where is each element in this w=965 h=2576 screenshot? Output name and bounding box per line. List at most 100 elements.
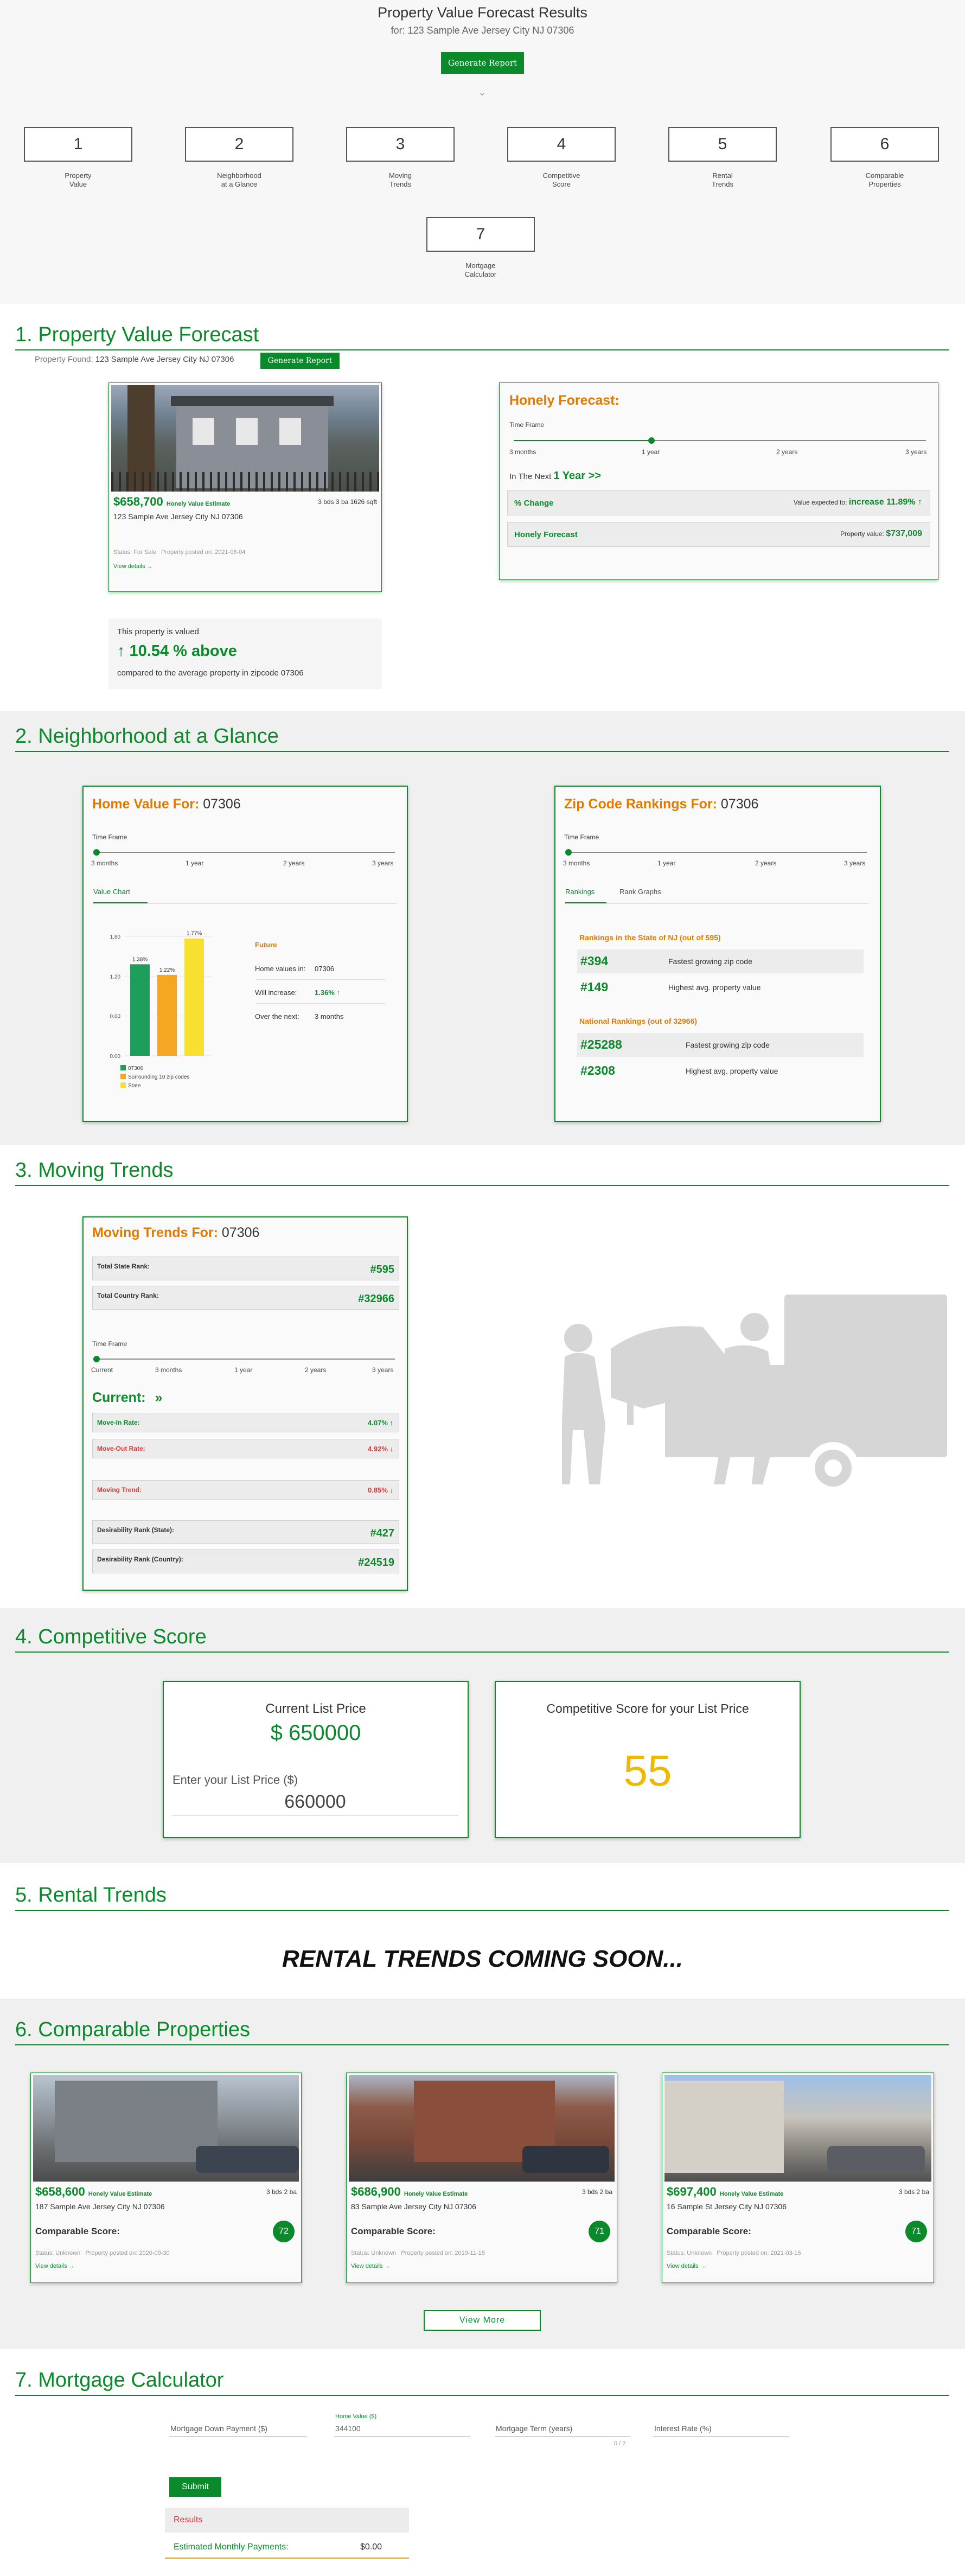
rank-row: #149 Highest avg. property value [577,975,864,999]
moving-trends-card: Moving Trends For: 07306 Total State Ran… [82,1216,408,1591]
rank-value: #394 [580,954,609,968]
timeframe-slider-track[interactable] [568,852,867,853]
submit-button[interactable]: Submit [169,2477,221,2497]
tick-label: 3 years [905,448,927,456]
competitive-score-card: Competitive Score for your List Price 55 [495,1681,801,1838]
forecast-card: Honely Forecast: Time Frame 3 months 1 y… [499,382,938,580]
state-rank-heading: Rankings in the State of NJ (out of 595) [579,933,721,942]
nav-label-line: Neighborhood [217,171,261,180]
comp-score-label: Comparable Score: [35,2226,120,2236]
comp-score-badge: 72 [273,2221,295,2242]
change-value: increase 11.89% ↑ [848,498,922,507]
estimate-label: Honely Value Estimate [404,2191,468,2197]
legend-swatch [120,1082,126,1088]
view-more-button[interactable]: View More [424,2310,541,2331]
timeframe-slider-track[interactable] [514,440,926,441]
term-counter: 0 / 2 [614,2440,626,2447]
nav-box-4[interactable]: 4 [507,127,616,162]
comp-price: $658,600 [35,2185,85,2198]
nav-box-3[interactable]: 3 [346,127,455,162]
interest-rate-field[interactable]: Interest Rate (%) [653,2421,789,2437]
property-card[interactable]: $658,700 Honely Value Estimate 3 bds 3 b… [108,382,382,592]
future-row-label: Home values in: [255,965,306,973]
rank-value: #149 [580,980,609,994]
timeframe-slider-track[interactable] [97,1359,395,1360]
comparable-photo [349,2075,615,2182]
timeframe-slider-track[interactable] [97,852,395,853]
rank-label: Fastest growing zip code [668,957,752,966]
view-details-link[interactable]: View details → [35,2263,75,2269]
comp-status: Status: Unknown Property posted on: 2021… [667,2250,801,2256]
nav-label-6: Comparable Properties [830,171,939,189]
des-country-label: Desirability Rank (Country): [97,1555,183,1563]
home-value-field[interactable]: Home Value ($) 344100 [334,2413,470,2437]
posted-text: Property posted on: 2020-09-30 [85,2250,170,2256]
comp-status: Status: Unknown Property posted on: 2020… [35,2250,170,2256]
nav-box-5[interactable]: 5 [668,127,777,162]
comparable-card[interactable]: $658,600 Honely Value Estimate 3 bds 2 b… [30,2073,302,2283]
building [55,2081,218,2162]
view-details-link[interactable]: View details → [351,2263,391,2269]
property-status: Status: For Sale Property posted on: 202… [113,549,245,556]
generate-report-button[interactable]: Generate Report [441,52,524,74]
nav-label-7: Mortgage Calculator [426,262,535,279]
rank-row: #394 Fastest growing zip code [577,949,864,973]
nav-box-2[interactable]: 2 [185,127,293,162]
nav-box-6[interactable]: 6 [830,127,939,162]
timeframe-slider-handle[interactable] [648,437,655,444]
section-divider [15,1185,949,1186]
tick-label: 2 years [283,859,305,867]
value-bar-chart: 1.80 1.20 0.60 0.00 1.38% 1.22% 1.77% 07306 Surr… [110,931,212,1089]
y-tick-label: 0.00 [110,1054,121,1060]
building [664,2081,784,2173]
estimate-label: Honely Value Estimate [166,501,231,507]
moving-trend-row: Moving Trend: 0.85% ↓ [92,1480,399,1500]
property-photo [111,385,379,492]
tick-label: 2 years [755,859,777,867]
rankings-card: Zip Code Rankings For: 07306 Time Frame … [554,786,881,1122]
status-text: Status: Unknown [667,2250,712,2256]
valued-line1: This property is valued [117,627,199,636]
timeframe-slider-handle[interactable] [93,849,100,856]
state-rank-row: Total State Rank: #595 [92,1257,399,1280]
timeframe-slider-handle[interactable] [565,849,572,856]
home-value-card: Home Value For: 07306 Time Frame 3 month… [82,786,408,1122]
mortgage-term-field[interactable]: Mortgage Term (years) [495,2421,630,2437]
tab-rank-graphs[interactable]: Rank Graphs [619,888,661,896]
list-price-value: $ 650000 [270,1721,361,1745]
tick-label: 3 years [844,859,866,867]
valued-pct: ↑ 10.54 % above [117,642,237,660]
comp-score-label: Comparable Score: [667,2226,751,2236]
generate-report-button-2[interactable]: Generate Report [260,353,340,369]
bar-data-label: 1.22% [159,967,175,973]
y-tick-label: 1.20 [110,974,121,980]
house-roof [171,396,334,406]
down-payment-field[interactable]: Mortgage Down Payment ($) [169,2421,307,2437]
section-divider [15,1652,949,1653]
section-divider [15,751,949,752]
current-label: Current: » [92,1390,162,1406]
status-text: Status: Unknown [35,2250,81,2256]
nav-box-1[interactable]: 1 [24,127,132,162]
rank-value: #2308 [580,1063,615,1077]
state-rank-value: #595 [370,1264,395,1276]
home-value-input[interactable]: 344100 [335,2424,361,2433]
comparable-card[interactable]: $697,400 Honely Value Estimate 3 bds 2 b… [662,2073,934,2283]
section-title-text: Comparable Properties [38,2018,251,2041]
trend-value: 0.85% ↓ [368,1486,393,1494]
view-details-link[interactable]: View details → [113,563,153,570]
rankings-title-text: Zip Code Rankings For: [564,796,717,812]
chevron-down-icon[interactable]: ⌄ [478,87,487,98]
nav-label-2: Neighborhood at a Glance [185,171,293,189]
rank-label: Highest avg. property value [668,983,761,992]
list-price-input[interactable]: 660000 [172,1791,458,1815]
nav-box-7[interactable]: 7 [426,217,535,252]
comparable-photo [33,2075,299,2182]
timeframe-slider-handle[interactable] [93,1356,100,1362]
nav-label-line: Competitive [542,171,580,180]
comparable-card[interactable]: $686,900 Honely Value Estimate 3 bds 2 b… [346,2073,617,2283]
tab-value-chart[interactable]: Value Chart [93,888,148,903]
view-details-link[interactable]: View details → [667,2263,706,2269]
nav-label-line: Moving [389,171,412,180]
tab-rankings[interactable]: Rankings [565,888,606,903]
